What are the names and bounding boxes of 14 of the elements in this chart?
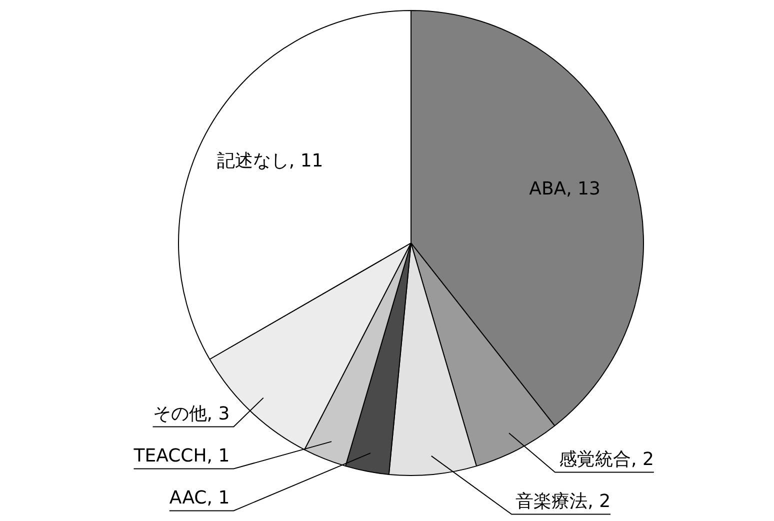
data-label: , 3 [206, 403, 230, 424]
slice-label: AAC [169, 487, 207, 508]
slice-label: 感覚統合 [559, 448, 632, 470]
slice-label: その他 [152, 403, 207, 424]
slice-label: TEACCH [132, 445, 207, 466]
data-label: , 2 [631, 448, 654, 470]
data-label: , 1 [206, 445, 230, 466]
slice-label: ABA [529, 178, 567, 200]
slice-label: 音楽療法 [516, 490, 588, 512]
data-label: , 1 [206, 487, 230, 508]
data-label: , 11 [288, 150, 324, 172]
data-label: , 2 [588, 490, 611, 512]
data-label: , 13 [566, 178, 600, 200]
slice-label: 記述なし [216, 150, 289, 172]
